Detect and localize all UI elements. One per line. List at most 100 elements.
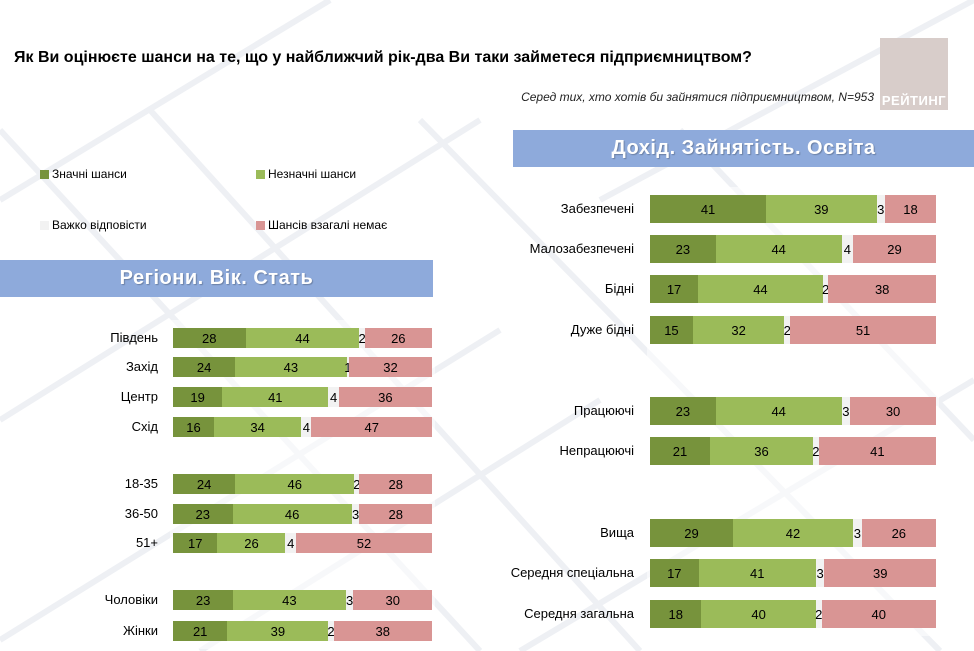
category-label: Вища (600, 525, 634, 540)
legend-item-significant: Значні шанси (40, 167, 127, 181)
bar-segment-hard: 4 (285, 533, 296, 553)
category-label: Середня загальна (524, 606, 634, 621)
bar-segment-hard: 2 (784, 316, 791, 344)
legend-swatch-none (256, 220, 265, 230)
stacked-bar: 24 43 1 32 (173, 357, 432, 377)
banner-regions: Регіони. Вік. Стать (0, 260, 433, 297)
bar-segment-hard: 3 (841, 397, 851, 425)
bar-segment-none: 29 (853, 235, 936, 263)
bar-segment-none: 30 (850, 397, 936, 425)
category-label: Дуже бідні (570, 322, 634, 337)
bar-segment-none: 26 (861, 519, 936, 547)
bar-segment-insignificant: 39 (766, 195, 877, 223)
bar-segment-insignificant: 42 (732, 519, 854, 547)
bar-segment-hard: 2 (822, 275, 829, 303)
stacked-bar: 24 46 2 28 (173, 474, 432, 494)
bar-segment-significant: 23 (173, 590, 234, 610)
bar-segment-insignificant: 34 (214, 417, 302, 437)
bar-segment-significant: 17 (173, 533, 218, 553)
bar-segment-none: 26 (364, 328, 432, 348)
bar-segment-significant: 18 (650, 600, 702, 628)
bar-segment-none: 51 (790, 316, 936, 344)
category-label: Малозабезпечені (529, 241, 634, 256)
stacked-bar: 28 44 2 26 (173, 328, 432, 348)
category-label: Центр (120, 389, 158, 404)
bar-segment-significant: 23 (173, 504, 233, 524)
legend-label: Важко відповісти (52, 218, 147, 232)
stacked-bar: 41 39 3 18 (650, 195, 936, 223)
bar-segment-hard: 4 (841, 235, 854, 263)
legend-swatch-insignificant (256, 169, 265, 179)
bar-segment-none: 41 (818, 437, 936, 465)
bar-segment-significant: 28 (173, 328, 246, 348)
bar-segment-hard: 2 (327, 621, 335, 641)
bar-segment-significant: 23 (650, 397, 716, 425)
bar-segment-none: 38 (333, 621, 432, 641)
bar-segment-insignificant: 44 (698, 275, 823, 303)
legend-swatch-hard (40, 220, 49, 230)
legend-label: Шансів взагалі немає (268, 218, 388, 232)
category-label: Середня спеціальна (510, 565, 634, 580)
legend-item-none: Шансів взагалі немає (256, 218, 387, 232)
legend-item-hard: Важко відповісти (40, 218, 147, 232)
bar-segment-insignificant: 40 (701, 600, 816, 628)
category-label: Забезпечені (560, 201, 634, 216)
bar-segment-none: 52 (295, 533, 432, 553)
stacked-bar: 23 44 3 30 (650, 397, 936, 425)
bar-segment-none: 18 (885, 195, 936, 223)
bar-segment-hard: 3 (351, 504, 360, 524)
legend-label: Значні шанси (52, 167, 127, 181)
bar-segment-hard: 3 (876, 195, 885, 223)
bar-segment-insignificant: 39 (227, 621, 329, 641)
bar-segment-insignificant: 41 (698, 559, 816, 587)
bar-segment-insignificant: 44 (715, 235, 842, 263)
stacked-bar: 15 32 2 51 (650, 316, 936, 344)
bar-segment-significant: 16 (173, 417, 215, 437)
bar-segment-none: 28 (359, 474, 432, 494)
bar-segment-insignificant: 32 (692, 316, 785, 344)
bar-segment-hard: 2 (358, 328, 366, 348)
legend-label: Незначні шанси (268, 167, 357, 181)
bar-segment-hard: 3 (853, 519, 862, 547)
bar-segment-none: 47 (311, 417, 432, 437)
stacked-bar: 23 46 3 28 (173, 504, 432, 524)
bar-segment-insignificant: 43 (235, 357, 347, 377)
stacked-bar: 21 39 2 38 (173, 621, 432, 641)
category-label: Бідні (604, 281, 634, 296)
bar-segment-insignificant: 44 (245, 328, 360, 348)
bar-segment-insignificant: 26 (217, 533, 286, 553)
stacked-bar: 16 34 4 47 (173, 417, 432, 437)
rating-logo: РЕЙТИНГ (880, 38, 948, 110)
legend-swatch-significant (40, 169, 49, 179)
chart-subtitle: Серед тих, хто хотів би зайнятися підпри… (521, 90, 874, 104)
bar-segment-significant: 29 (650, 519, 733, 547)
category-label: 36-50 (124, 506, 158, 521)
logo-text: РЕЙТИНГ (881, 93, 947, 108)
category-label: Жінки (122, 623, 158, 638)
chart-title: Як Ви оцінюєте шанси на те, що у найближ… (14, 49, 752, 66)
bar-segment-insignificant: 43 (233, 590, 346, 610)
bar-segment-hard: 4 (301, 417, 312, 437)
bar-segment-significant: 19 (173, 387, 223, 407)
bar-segment-hard: 2 (353, 474, 360, 494)
stacked-bar: 23 44 4 29 (650, 235, 936, 263)
stacked-bar: 21 36 2 41 (650, 437, 936, 465)
bar-segment-hard: 4 (328, 387, 339, 407)
stacked-bar: 17 41 3 39 (650, 559, 936, 587)
category-label: 18-35 (124, 476, 158, 491)
bar-segment-significant: 24 (173, 474, 236, 494)
stacked-bar: 29 42 3 26 (650, 519, 936, 547)
bar-segment-none: 39 (824, 559, 936, 587)
bar-segment-hard: 1 (344, 357, 351, 377)
bar-segment-significant: 24 (173, 357, 236, 377)
bar-segment-insignificant: 46 (235, 474, 355, 494)
stacked-bar: 19 41 4 36 (173, 387, 432, 407)
bar-segment-none: 36 (338, 387, 432, 407)
bar-segment-significant: 17 (650, 275, 699, 303)
banner-income: Дохід. Зайнятість. Освіта (513, 130, 974, 167)
bar-segment-none: 30 (353, 590, 432, 610)
bar-segment-insignificant: 41 (222, 387, 329, 407)
stacked-bar: 18 40 2 40 (650, 600, 936, 628)
bar-segment-insignificant: 44 (715, 397, 842, 425)
bar-segment-none: 38 (828, 275, 936, 303)
